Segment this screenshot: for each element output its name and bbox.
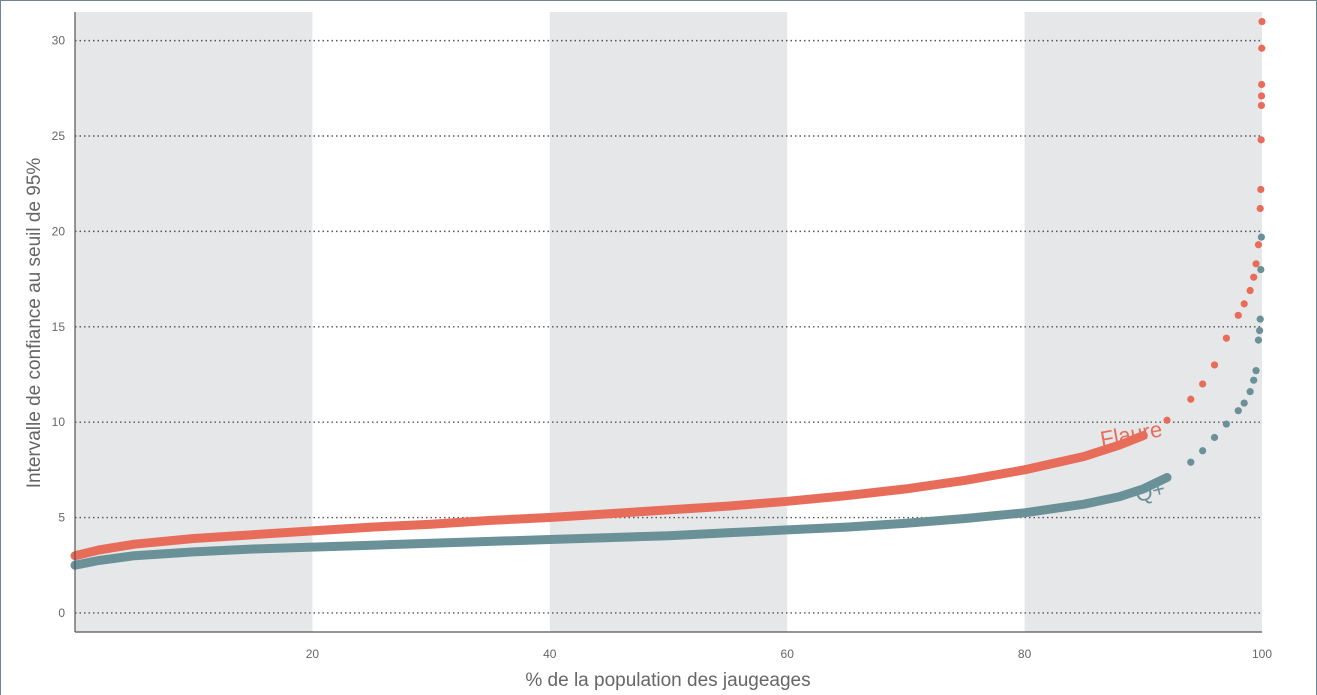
data-point-q (1210, 433, 1219, 442)
x-axis-title: % de la population des jaugeages (525, 670, 810, 691)
data-point-flaure (1258, 80, 1266, 89)
data-point-flaure (1080, 452, 1088, 461)
data-point-flaure (1021, 466, 1029, 474)
data-point-flaure (1254, 241, 1263, 249)
data-point-flaure (1210, 361, 1219, 369)
y-tick-label: 10 (52, 415, 66, 429)
data-point-q (783, 526, 791, 534)
data-point-flaure (1258, 44, 1266, 52)
y-tick-label: 30 (52, 34, 66, 48)
data-point-flaure (1256, 204, 1264, 213)
data-point-flaure (724, 502, 732, 510)
data-point-q (1115, 492, 1124, 501)
data-point-flaure (190, 534, 198, 543)
data-point-q (130, 552, 138, 560)
data-point-q (961, 514, 969, 523)
data-point-flaure (1250, 273, 1258, 281)
data-point-flaure (1257, 92, 1266, 100)
axes (74, 12, 1262, 633)
data-point-flaure (1258, 17, 1266, 26)
data-point-flaure (1246, 286, 1254, 295)
data-point-q (1139, 485, 1147, 493)
data-point-flaure (1257, 136, 1265, 144)
y-tick-label: 25 (52, 129, 66, 143)
data-point-q (1257, 265, 1265, 274)
data-point-q (902, 519, 910, 527)
data-point-q (546, 535, 554, 544)
data-point-flaure (664, 506, 673, 514)
data-point-flaure (1115, 441, 1124, 449)
data-point-q (842, 523, 851, 531)
data-point-q (1257, 233, 1266, 241)
data-point-flaure (308, 527, 316, 535)
data-point-q (1199, 447, 1207, 455)
data-point-q (427, 539, 435, 547)
data-point-q (1246, 388, 1254, 396)
x-tick-label: 80 (1018, 647, 1032, 661)
data-point-flaure (605, 510, 613, 518)
data-point-flaure (249, 531, 257, 539)
data-point-q (1250, 376, 1258, 384)
data-point-flaure (368, 523, 376, 531)
data-point-q (724, 529, 732, 537)
data-point-flaure (130, 540, 138, 548)
data-point-q (1222, 420, 1230, 428)
data-point-q (190, 548, 198, 556)
data-point-flaure (842, 492, 851, 500)
y-tick-label: 0 (58, 606, 65, 620)
y-tick-label: 15 (52, 320, 66, 334)
data-point-q (308, 543, 316, 551)
shaded-band-2 (1024, 12, 1262, 632)
data-point-q (249, 545, 257, 553)
data-point-flaure (1252, 260, 1260, 268)
shaded-band-0 (75, 12, 313, 632)
data-point-flaure (1257, 101, 1266, 110)
series-line-q (70, 473, 1172, 570)
data-point-flaure (1240, 300, 1248, 308)
data-point-flaure (1234, 311, 1242, 319)
data-point-q (95, 556, 103, 565)
data-point-q (1080, 500, 1088, 508)
series-dots (71, 17, 1266, 569)
data-point-flaure (1163, 416, 1171, 424)
data-point-flaure (783, 497, 791, 505)
data-point-q (1234, 407, 1242, 415)
data-point-q (368, 541, 376, 549)
data-point-q (1021, 509, 1029, 517)
data-point-flaure (961, 476, 969, 484)
data-point-flaure (95, 546, 103, 554)
data-point-q (664, 532, 673, 540)
data-point-q (1256, 315, 1264, 323)
y-tick-label: 20 (52, 224, 66, 238)
data-point-flaure (1257, 185, 1265, 194)
data-point-q (1240, 399, 1248, 407)
shaded-bands (75, 12, 1262, 632)
data-point-flaure (902, 485, 910, 493)
data-point-flaure (427, 520, 435, 528)
data-point-q (605, 533, 613, 542)
x-tick-label: 20 (306, 647, 320, 661)
data-point-q (1163, 473, 1171, 482)
data-point-q (486, 537, 495, 545)
x-tick-label: 60 (781, 647, 795, 661)
y-axis-title: Intervalle de confiance au seuil de 95% (24, 158, 45, 489)
data-point-q (1187, 458, 1195, 466)
data-point-q (1252, 367, 1260, 375)
x-tick-label: 40 (543, 647, 557, 661)
data-point-flaure (1139, 431, 1147, 440)
data-point-flaure (1222, 334, 1230, 342)
x-tick-label: 100 (1252, 647, 1272, 661)
data-point-flaure (546, 513, 554, 522)
data-point-flaure (1199, 380, 1207, 388)
x-tick-labels: 20 40 60 80 100 (306, 647, 1273, 661)
y-tick-label: 5 (58, 511, 65, 525)
data-point-flaure (1187, 395, 1195, 403)
data-point-flaure (486, 516, 495, 525)
data-point-q (1256, 326, 1264, 335)
y-tick-labels: 0 5 10 15 20 25 30 (52, 34, 66, 620)
data-point-q (1254, 336, 1263, 344)
